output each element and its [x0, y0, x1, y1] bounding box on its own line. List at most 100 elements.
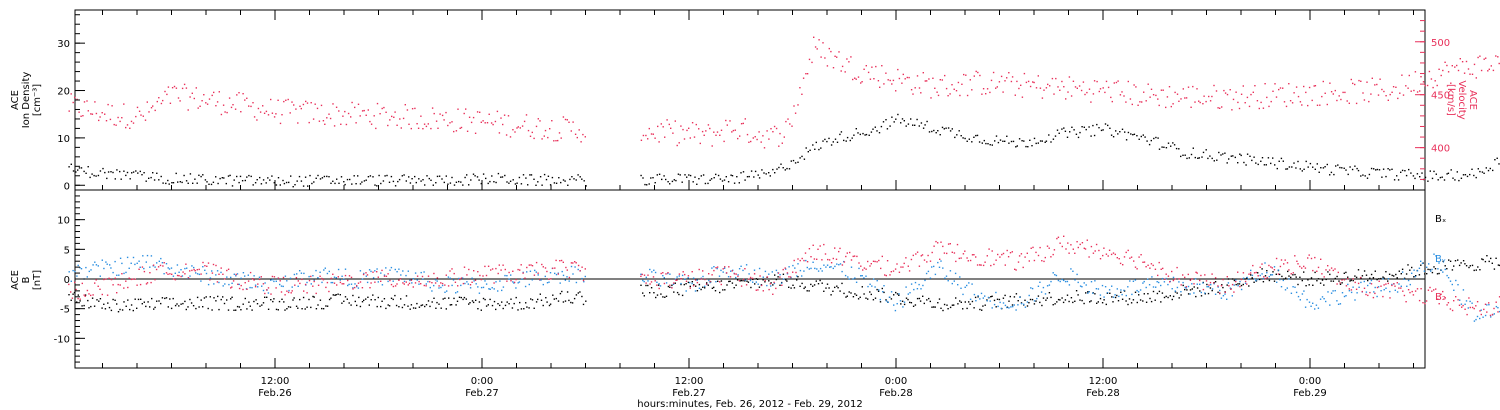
data-point: [491, 304, 494, 307]
data-point: [652, 133, 654, 135]
data-point: [752, 278, 754, 281]
data-point: [658, 173, 661, 175]
data-point: [929, 277, 932, 279]
data-point: [650, 133, 653, 135]
data-point: [441, 114, 444, 117]
data-point: [1442, 69, 1444, 72]
data-point: [515, 287, 517, 289]
data-point: [101, 112, 103, 114]
data-point: [785, 120, 787, 123]
data-point: [660, 293, 662, 295]
data-point: [854, 77, 856, 79]
data-point: [313, 296, 315, 298]
data-point: [1451, 65, 1453, 67]
data-point: [464, 176, 466, 179]
data-point: [134, 298, 136, 300]
data-point: [367, 296, 369, 298]
data-point: [702, 174, 705, 176]
data-point: [996, 86, 998, 88]
data-point: [941, 126, 944, 129]
data-point: [731, 131, 733, 133]
data-point: [296, 180, 298, 182]
data-point: [369, 175, 372, 177]
data-point: [433, 112, 435, 115]
data-point: [194, 178, 196, 180]
data-point: [335, 106, 338, 108]
data-point: [699, 142, 701, 145]
data-point: [1139, 289, 1142, 291]
data-point: [72, 170, 75, 172]
data-point: [1405, 273, 1408, 275]
data-point: [788, 168, 791, 170]
data-point: [689, 285, 691, 288]
data-point: [328, 298, 331, 301]
data-point: [574, 133, 577, 135]
data-point: [709, 281, 711, 284]
data-point: [1213, 160, 1215, 162]
data-point: [660, 123, 662, 125]
data-point: [267, 177, 269, 179]
data-point: [1467, 68, 1470, 70]
data-point: [1097, 301, 1099, 303]
data-point: [112, 171, 114, 174]
data-point: [729, 280, 731, 282]
data-point: [1172, 142, 1174, 144]
data-point: [301, 308, 303, 310]
data-point: [1397, 179, 1400, 181]
data-point: [1381, 88, 1383, 91]
data-point: [525, 177, 527, 179]
data-point: [455, 181, 458, 183]
data-point: [704, 287, 706, 289]
data-point: [180, 303, 182, 305]
data-point: [785, 279, 787, 281]
data-point: [420, 180, 422, 182]
data-point: [1189, 293, 1191, 295]
data-point: [729, 120, 731, 122]
data-point: [560, 137, 562, 139]
data-point: [1286, 168, 1289, 170]
data-point: [1364, 175, 1366, 177]
data-point: [139, 266, 141, 268]
data-point: [497, 172, 500, 175]
data-point: [1050, 296, 1052, 299]
data-point: [708, 279, 710, 282]
data-point: [1148, 284, 1151, 286]
data-point: [1027, 146, 1029, 148]
data-point: [1341, 167, 1343, 169]
data-point: [459, 127, 461, 129]
data-point: [877, 80, 880, 82]
data-point: [423, 123, 426, 125]
data-point: [377, 296, 379, 299]
data-point: [846, 295, 848, 297]
data-point: [484, 298, 486, 301]
data-point: [752, 137, 754, 139]
data-point: [340, 123, 342, 125]
data-point: [456, 291, 459, 293]
data-point: [945, 87, 948, 90]
data-point: [581, 178, 583, 180]
data-point: [328, 176, 330, 178]
data-point: [677, 173, 680, 175]
data-point: [1222, 153, 1224, 155]
data-point: [846, 58, 848, 60]
data-point: [215, 274, 217, 276]
data-point: [514, 183, 517, 185]
data-point: [1029, 298, 1032, 301]
data-point: [344, 296, 347, 298]
data-point: [1182, 88, 1184, 90]
data-point: [213, 283, 215, 285]
data-point: [1450, 82, 1452, 84]
data-point: [654, 137, 656, 139]
data-point: [330, 281, 332, 284]
data-point: [836, 56, 838, 58]
data-point: [239, 175, 242, 178]
data-point: [939, 134, 941, 136]
data-point: [535, 125, 538, 128]
data-point: [689, 281, 691, 284]
data-point: [710, 178, 713, 180]
data-point: [1350, 78, 1352, 81]
data-point: [304, 176, 307, 178]
data-point: [872, 299, 875, 301]
data-point: [90, 305, 92, 308]
data-point: [1314, 85, 1317, 87]
